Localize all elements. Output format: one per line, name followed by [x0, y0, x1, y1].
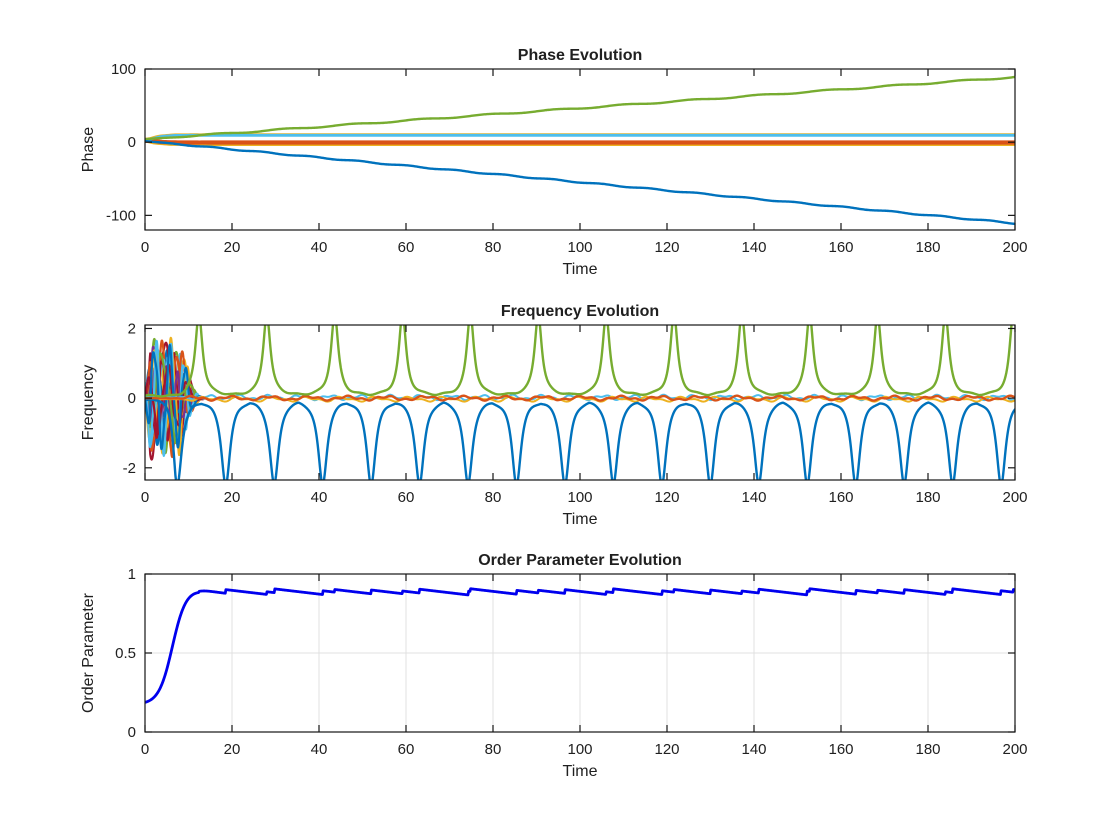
- y-tick-label: -100: [106, 207, 136, 224]
- freq-blue-dips: [145, 398, 1015, 480]
- y-axis-label: Phase: [80, 127, 97, 172]
- x-tick-label: 0: [141, 239, 149, 256]
- x-tick-label: 120: [654, 239, 679, 256]
- x-tick-label: 60: [398, 741, 415, 758]
- x-tick-label: 160: [828, 489, 853, 506]
- y-tick-label: 0.5: [115, 645, 136, 662]
- x-tick-label: 180: [915, 741, 940, 758]
- subplot-phase-evolution: 0 20 40 60 80 100 120 140 160 180 200 100 0 -100 Phase…: [80, 47, 1028, 278]
- x-tick-label: 40: [311, 741, 328, 758]
- x-tick-label: 0: [141, 489, 149, 506]
- x-tick-label: 40: [311, 489, 328, 506]
- ticks: 0 20 40 60 80 100 120 140 160 180 200 100 0 -100: [106, 61, 1028, 256]
- x-tick-label: 0: [141, 741, 149, 758]
- x-axis-label: Time: [563, 511, 598, 528]
- osc-green-drift-up: [145, 75, 1015, 141]
- x-tick-label: 160: [828, 741, 853, 758]
- series-group: [145, 325, 1015, 480]
- y-axis-label: Frequency: [80, 365, 97, 441]
- x-tick-label: 80: [485, 489, 502, 506]
- x-tick-label: 100: [567, 239, 592, 256]
- axes-box: [144, 324, 1016, 481]
- y-tick-label: 0: [128, 134, 136, 151]
- x-tick-label: 60: [398, 489, 415, 506]
- x-tick-label: 120: [654, 489, 679, 506]
- x-tick-label: 140: [741, 489, 766, 506]
- osc-cyan-flat-a: [145, 134, 1015, 142]
- y-tick-label: -2: [123, 460, 136, 477]
- freq-red-locked: [145, 394, 1015, 402]
- osc-yellow-flat-low: [145, 140, 1015, 146]
- x-tick-label: 200: [1002, 489, 1027, 506]
- y-tick-label: 100: [111, 61, 136, 78]
- x-tick-label: 140: [741, 239, 766, 256]
- chart-title: Frequency Evolution: [501, 303, 659, 320]
- y-tick-label: 0: [128, 390, 136, 407]
- order-parameter-line: [145, 587, 1015, 704]
- x-axis-label: Time: [563, 763, 598, 780]
- axes-box: [144, 68, 1016, 231]
- x-tick-label: 100: [567, 489, 592, 506]
- grid-lines: [145, 574, 1016, 732]
- x-tick-label: 160: [828, 239, 853, 256]
- y-tick-label: 0: [128, 724, 136, 741]
- y-tick-label: 2: [128, 320, 136, 337]
- osc-orange-flat-high: [145, 138, 1015, 143]
- chart-title: Phase Evolution: [518, 47, 642, 64]
- x-tick-label: 180: [915, 489, 940, 506]
- x-tick-label: 120: [654, 741, 679, 758]
- osc-cyan-flat-b: [145, 133, 1015, 141]
- chart-title: Order Parameter Evolution: [478, 552, 682, 569]
- freq-green-spikes: [145, 325, 1015, 398]
- x-tick-label: 180: [915, 239, 940, 256]
- series-group: [145, 587, 1015, 704]
- x-tick-label: 100: [567, 741, 592, 758]
- x-tick-label: 200: [1002, 239, 1027, 256]
- x-axis-label: Time: [563, 261, 598, 278]
- y-tick-label: 1: [128, 566, 136, 583]
- x-tick-label: 40: [311, 239, 328, 256]
- series-group: [145, 75, 1015, 226]
- x-tick-label: 20: [224, 489, 241, 506]
- x-tick-label: 20: [224, 741, 241, 758]
- subplot-frequency-evolution: 0 20 40 60 80 100 120 140 160 180 20020-2Frequency…: [80, 303, 1028, 528]
- x-tick-label: 140: [741, 741, 766, 758]
- x-tick-label: 20: [224, 239, 241, 256]
- x-tick-label: 80: [485, 741, 502, 758]
- x-tick-label: 200: [1002, 741, 1027, 758]
- ticks: 0 20 40 60 80 100 120 140 160 180 200 0 0.5 1: [115, 566, 1027, 758]
- y-axis-label: Order Parameter: [80, 592, 97, 713]
- x-tick-label: 80: [485, 239, 502, 256]
- x-tick-label: 60: [398, 239, 415, 256]
- osc-red-flat: [145, 139, 1015, 144]
- subplot-order-parameter-evolution: 0 20 40 60 80 100 120 140 160 180 200 0 0.5 1 Order Pa…: [80, 552, 1028, 780]
- osc-blue-drift-down: [145, 139, 1015, 226]
